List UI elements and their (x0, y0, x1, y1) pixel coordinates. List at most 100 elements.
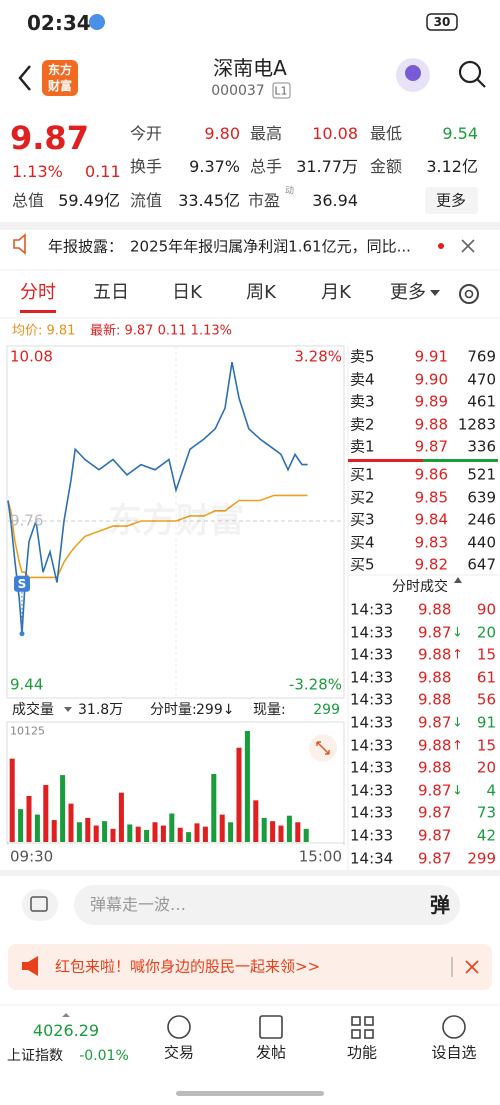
book-volume: 246 (467, 510, 496, 529)
change: 0.11 (85, 162, 121, 181)
trade-time: 14:33 (350, 758, 394, 777)
notice-text[interactable]: 2025年年报归属净利润1.61亿元，同比... (130, 237, 411, 256)
book-label: 买4 (350, 533, 375, 551)
trade-arrow: ↓ (452, 783, 463, 799)
banner[interactable] (8, 944, 492, 990)
volume-total: 31.8万 (78, 702, 124, 718)
x-tick-label: 15:00 (298, 847, 342, 866)
tab[interactable]: 日K (172, 282, 202, 303)
trade-volume: 61 (476, 668, 496, 687)
annotation-box (14, 575, 30, 592)
field-value: 9.37% (189, 157, 240, 176)
volume-bar (194, 823, 200, 842)
trade-volume: 20 (476, 623, 496, 642)
speaker-icon (13, 233, 26, 255)
avg-price: 均价: 9.81 (12, 323, 76, 339)
close-icon[interactable] (461, 239, 475, 253)
x-tick-label: 09:30 (10, 847, 54, 866)
trade-price: 9.87 (418, 713, 452, 732)
post-icon[interactable] (259, 1015, 283, 1039)
volume-bar (169, 813, 175, 842)
field-label: 流值 (130, 191, 163, 210)
tab[interactable]: 月K (321, 282, 351, 303)
function-icon[interactable] (351, 1016, 374, 1039)
trade-icon[interactable] (167, 1015, 191, 1039)
danmaku-button[interactable]: 弹 (430, 893, 450, 917)
settings-icon[interactable] (459, 284, 479, 304)
y-tick-label: 10.08 (10, 347, 53, 366)
change-pct: 1.13% (12, 162, 63, 181)
comment-icon-bg[interactable] (22, 889, 58, 921)
trade-price: 9.88 (418, 668, 452, 687)
book-split-red (348, 459, 423, 462)
comment-placeholder[interactable]: 弹幕走一波… (90, 895, 187, 914)
volume-bar (135, 826, 141, 842)
status-time: 02:34 (27, 11, 91, 35)
field-value: 33.45亿 (178, 191, 240, 210)
y2-tick-label: -3.28% (288, 675, 342, 694)
period-volume: 299↓ (196, 702, 235, 718)
trade-time: 14:34 (350, 849, 394, 868)
home-indicator (176, 1091, 324, 1096)
trade-price: 9.87 (418, 803, 452, 822)
tab-underline (20, 310, 56, 313)
trade-volume: 90 (476, 600, 496, 619)
stock-code: 000037 (211, 83, 265, 99)
trade-time: 14:33 (350, 600, 394, 619)
y2-tick-label: 3.28% (294, 347, 342, 366)
volume-bar (85, 817, 91, 842)
volume-bar (261, 817, 267, 842)
field-label: 最高 (250, 124, 283, 143)
notification-icon (89, 14, 105, 30)
trade-volume: 91 (476, 713, 496, 732)
settings-fav-icon[interactable] (442, 1015, 466, 1039)
volume-bar (278, 825, 284, 842)
field-value: 9.54 (442, 124, 478, 143)
trade-volume: 4 (486, 781, 496, 800)
nav-item[interactable]: 功能 (346, 1043, 378, 1062)
trade-price: 9.87 (418, 781, 452, 800)
banner-text[interactable]: 红包来啦！喊你身边的股民一起来领>> (55, 957, 321, 976)
trade-volume: 299 (467, 849, 496, 868)
banner-close[interactable] (465, 960, 479, 974)
volume-bar (18, 809, 24, 842)
trade-time: 14:33 (350, 826, 394, 845)
index-value[interactable]: 4026.29 (32, 1021, 100, 1040)
volume-bar (60, 775, 66, 842)
back-icon[interactable] (18, 65, 31, 91)
latest-price: 最新: 9.87 0.11 1.13% (90, 323, 232, 339)
megaphone-icon (22, 956, 38, 976)
trade-volume: 15 (476, 645, 496, 664)
tab[interactable]: 分时 (20, 282, 56, 303)
volume-bar (270, 821, 276, 842)
book-price: 9.90 (414, 370, 448, 388)
book-price: 9.85 (414, 488, 448, 506)
tab[interactable]: 更多 (390, 282, 426, 303)
trade-time: 14:33 (350, 713, 394, 732)
comment-input[interactable] (74, 885, 460, 925)
low-dot (19, 631, 25, 637)
volume-bar (127, 824, 133, 842)
more-button[interactable] (425, 187, 478, 214)
trade-time: 14:33 (350, 623, 394, 642)
book-volume: 647 (467, 555, 496, 574)
trade-arrow: ↑ (452, 647, 463, 663)
trade-price: 9.88 (418, 645, 452, 664)
settings-icon (464, 289, 474, 299)
level-badge: L1 (274, 84, 288, 98)
book-price: 9.89 (414, 392, 448, 411)
tab[interactable]: 五日 (93, 282, 129, 303)
index-change: -0.01% (79, 1048, 129, 1064)
volume-bar (93, 825, 99, 842)
battery-level: 30 (433, 15, 451, 29)
trade-volume: 15 (476, 736, 496, 755)
book-label: 卖3 (350, 392, 375, 411)
nav-item[interactable]: 设自选 (431, 1043, 477, 1062)
nav-item[interactable]: 发帖 (255, 1043, 287, 1062)
field-label: 最低 (370, 124, 403, 143)
trade-price: 9.88 (418, 690, 452, 709)
nav-item[interactable]: 交易 (163, 1043, 195, 1062)
more-button-label[interactable]: 更多 (435, 191, 467, 210)
tab[interactable]: 周K (246, 282, 276, 303)
search-icon[interactable] (458, 60, 482, 84)
